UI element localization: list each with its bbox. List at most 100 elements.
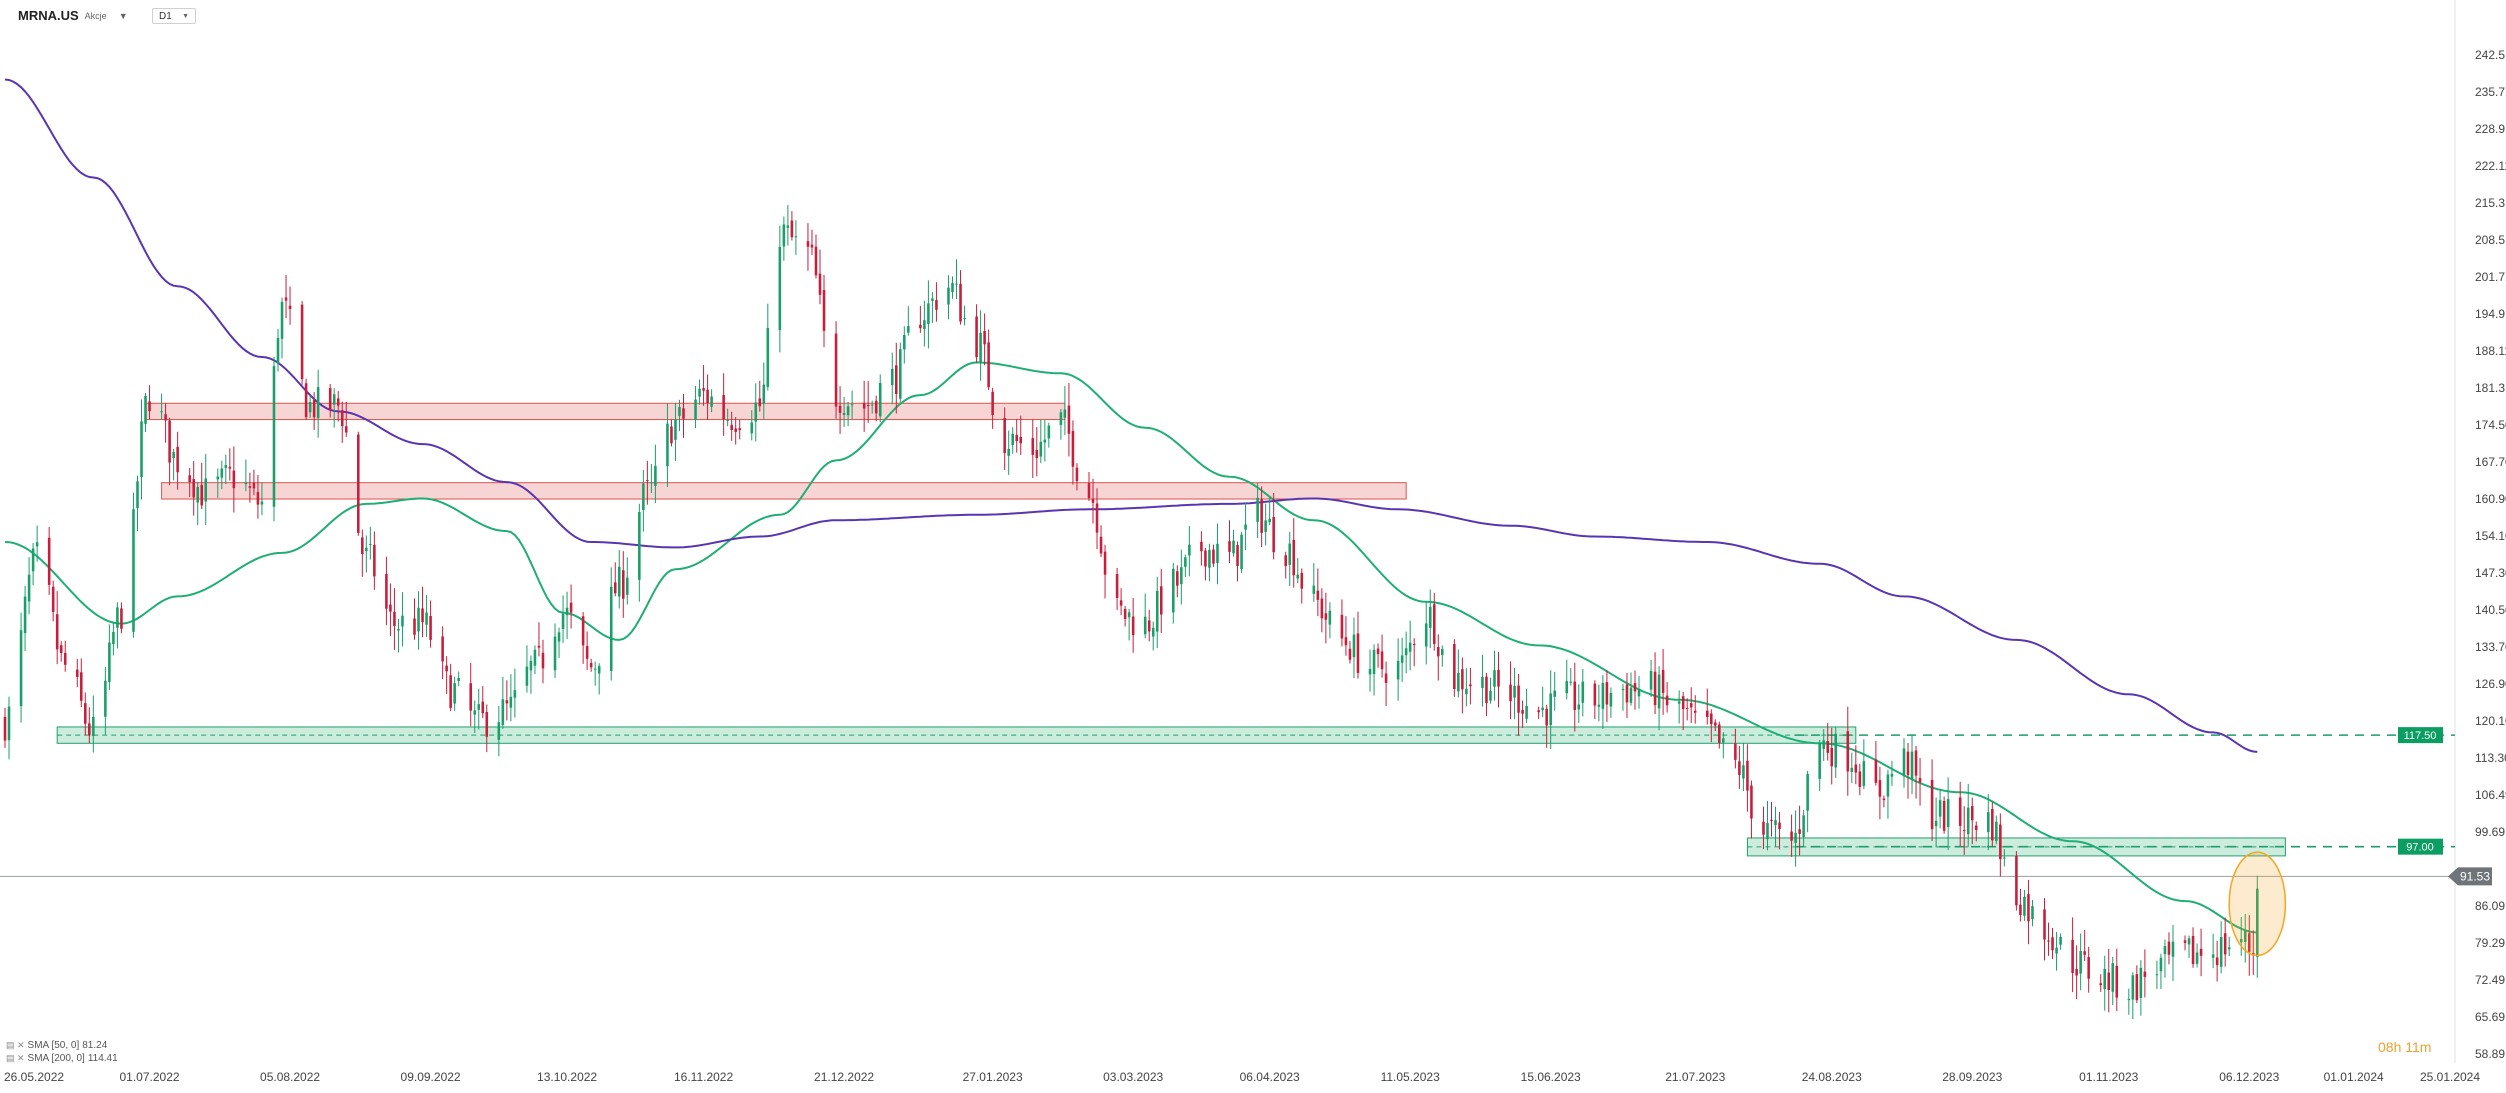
candle-body (1376, 648, 1380, 655)
candle-body (850, 404, 854, 406)
candle-body (1031, 438, 1035, 455)
candle-body (1850, 767, 1854, 772)
indicator-settings-icon[interactable]: ▤ ✕ (6, 1040, 25, 1050)
candle-body (1661, 669, 1665, 693)
y-tick-label: 113.30 (2475, 751, 2506, 765)
candle-body (132, 509, 135, 632)
legend-sma200-value: 114.41 (87, 1053, 118, 1064)
candle-body (617, 566, 621, 597)
candle-body (1665, 695, 1669, 706)
candle-body (1834, 733, 1838, 768)
candle-body (23, 596, 27, 634)
candle-body (2019, 904, 2022, 915)
candle-body (730, 424, 733, 430)
candle-body (1151, 627, 1155, 637)
candle-body (429, 615, 432, 640)
candle-body (2023, 896, 2026, 916)
candle-body (2131, 975, 2135, 1000)
candle-body (1778, 822, 1781, 829)
x-tick-label: 03.03.2023 (1103, 1070, 1163, 1084)
candle-body (782, 224, 786, 247)
timeframe-select[interactable]: D1 ▼ (152, 8, 196, 24)
candle-body (116, 607, 119, 628)
candle-body (702, 388, 705, 391)
candle-body (706, 389, 709, 404)
y-tick-label: 120.10 (2475, 714, 2506, 728)
candle-body (638, 511, 641, 580)
legend-sma50[interactable]: ▤ ✕ SMA [50, 0] 81.24 (6, 1040, 107, 1051)
candle-body (312, 400, 316, 418)
candle-body (336, 398, 340, 406)
candle-body (1718, 724, 1721, 743)
candle-body (19, 630, 23, 707)
y-tick-label: 133.70 (2475, 640, 2506, 654)
candle-body (955, 283, 958, 285)
candle-body (1938, 800, 1942, 817)
candle-body (1862, 761, 1866, 786)
candle-body (1693, 710, 1697, 713)
candle-body (2167, 941, 2171, 955)
candle-body (1264, 520, 1267, 532)
candle-body (1019, 436, 1023, 444)
candle-body (959, 283, 962, 322)
candle-body (1874, 759, 1878, 783)
candle-body (1633, 683, 1637, 692)
candle-body (2115, 965, 2119, 998)
candle-body (164, 414, 167, 421)
candle-body (553, 636, 557, 671)
candle-body (244, 482, 248, 485)
candle-body (1890, 773, 1894, 777)
candle-body (1091, 498, 1095, 503)
legend-sma200[interactable]: ▤ ✕ SMA [200, 0] 114.41 (6, 1053, 118, 1064)
x-tick-label: 21.12.2022 (814, 1070, 874, 1084)
candle-body (168, 420, 171, 463)
highlight-layer (2228, 851, 2287, 957)
candle-body (272, 366, 276, 507)
resistance-zone (161, 482, 1407, 500)
candle-body (919, 324, 922, 329)
candle-body (2143, 971, 2147, 977)
candle-body (188, 475, 191, 482)
candle-body (983, 331, 986, 345)
candle-body (361, 537, 364, 555)
candle-body (248, 486, 252, 488)
candle-body (923, 320, 926, 330)
candle-body (1677, 701, 1681, 704)
y-tick-label: 58.89 (2475, 1047, 2505, 1061)
candle-body (1987, 812, 1990, 833)
candle-body (1822, 740, 1825, 749)
candle-body (172, 451, 175, 459)
candle-body (497, 722, 501, 740)
chevron-down-icon[interactable]: ▼ (118, 10, 128, 21)
candle-body (907, 326, 910, 333)
candle-body (2187, 938, 2191, 945)
symbol-label[interactable]: MRNA.US (18, 8, 79, 23)
candle-body (1517, 685, 1520, 713)
candle-body (477, 704, 481, 710)
candle-body (862, 402, 866, 409)
candle-body (1509, 684, 1512, 702)
candle-body (1047, 425, 1051, 439)
indicator-settings-icon[interactable]: ▤ ✕ (6, 1053, 25, 1063)
candle-body (754, 402, 758, 422)
candle-body (1288, 543, 1292, 565)
candle-body (1750, 785, 1753, 819)
instrument-header[interactable]: MRNA.US Akcje ▼ (18, 8, 128, 23)
candle-body (300, 304, 304, 380)
candle-body (1143, 616, 1147, 635)
candle-body (1432, 604, 1436, 645)
candle-body (1260, 499, 1263, 533)
candle-body (1794, 832, 1797, 843)
candle-body (1244, 524, 1247, 530)
candle-body (1766, 823, 1769, 840)
candle-body (1404, 648, 1408, 656)
candle-body (1119, 600, 1123, 606)
candle-body (112, 631, 115, 645)
candle-body (1412, 643, 1416, 646)
candle-body (27, 574, 31, 602)
candle-body (401, 615, 404, 627)
current-price-tag (2448, 867, 2492, 886)
candle-body (513, 690, 517, 698)
candle-body (1292, 539, 1296, 576)
